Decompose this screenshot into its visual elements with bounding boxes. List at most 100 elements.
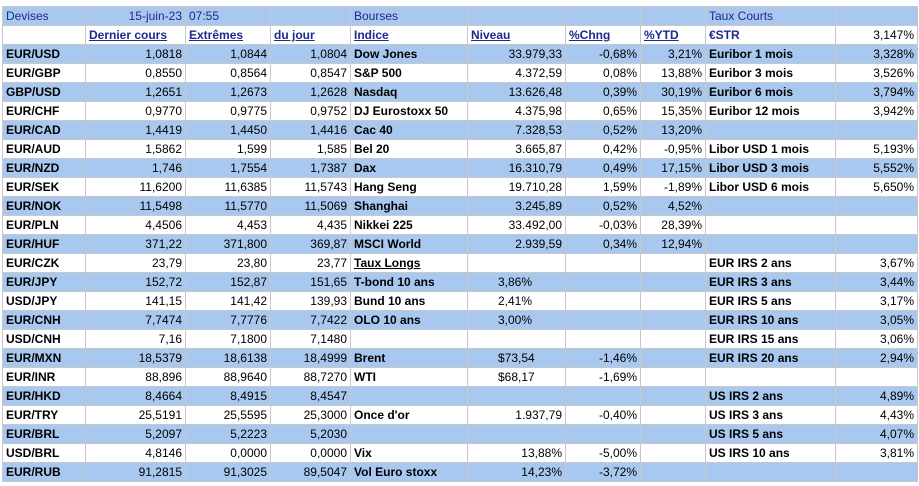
cell: EUR IRS 2 ans [705, 253, 836, 273]
cell [640, 405, 706, 425]
cell: 3,00% [467, 310, 566, 330]
cell: 0,52% [565, 196, 641, 216]
cell: 23,79 [85, 253, 186, 273]
cell: EUR/CAD [2, 120, 86, 140]
cell: Euribor 6 mois [705, 82, 836, 102]
cell: 7,7474 [85, 310, 186, 330]
cell [835, 6, 918, 26]
cell: 4,435 [270, 215, 351, 235]
cell: -1,46% [565, 348, 641, 368]
cell: 3,17% [835, 291, 918, 311]
cell: Bourses [350, 6, 468, 26]
cell: 7.328,53 [467, 120, 566, 140]
cell: 0,08% [565, 63, 641, 83]
cell: Nasdaq [350, 82, 468, 102]
cell: Vix [350, 443, 468, 463]
cell: 91,3025 [185, 462, 271, 482]
cell: 3,86% [467, 272, 566, 292]
cell: 5,2223 [185, 424, 271, 444]
cell: 3,526% [835, 63, 918, 83]
cell: 1,4416 [270, 120, 351, 140]
cell [835, 196, 918, 216]
cell: Libor USD 6 mois [705, 177, 836, 197]
cell: 1,2628 [270, 82, 351, 102]
cell: EUR IRS 3 ans [705, 272, 836, 292]
cell [640, 291, 706, 311]
cell: 5,193% [835, 139, 918, 159]
cell [640, 329, 706, 349]
cell: 5,650% [835, 177, 918, 197]
cell: 13.626,48 [467, 82, 566, 102]
cell: $68,17 [467, 367, 566, 387]
cell: 12,94% [640, 234, 706, 254]
cell: EUR/CHF [2, 101, 86, 121]
cell [565, 386, 641, 406]
cell: 11,5069 [270, 196, 351, 216]
cell: 23,80 [185, 253, 271, 273]
cell: 141,42 [185, 291, 271, 311]
cell: EUR/CZK [2, 253, 86, 273]
cell: %Chng [565, 25, 641, 45]
cell: 1,0804 [270, 44, 351, 64]
cell: 7,7422 [270, 310, 351, 330]
cell: 7,1800 [185, 329, 271, 349]
cell: -0,03% [565, 215, 641, 235]
cell: 369,87 [270, 234, 351, 254]
cell: 0,9752 [270, 101, 351, 121]
cell: 19.710,28 [467, 177, 566, 197]
cell: EUR IRS 5 ans [705, 291, 836, 311]
cell: -0,68% [565, 44, 641, 64]
cell: Extrêmes [185, 25, 271, 45]
cell: Vol Euro stoxx [350, 462, 468, 482]
cell [565, 272, 641, 292]
cell: 23,77 [270, 253, 351, 273]
cell: EUR/RUB [2, 462, 86, 482]
cell: 371,800 [185, 234, 271, 254]
cell: USD/JPY [2, 291, 86, 311]
cell: 1,0844 [185, 44, 271, 64]
cell [565, 310, 641, 330]
cell: 8,4664 [85, 386, 186, 406]
cell: 0,9770 [85, 101, 186, 121]
cell: GBP/USD [2, 82, 86, 102]
cell: MSCI World [350, 234, 468, 254]
cell: 88,9640 [185, 367, 271, 387]
cell: €STR [705, 25, 836, 45]
cell: EUR/HUF [2, 234, 86, 254]
cell: Niveau [467, 25, 566, 45]
cell: -1,69% [565, 367, 641, 387]
cell: 152,72 [85, 272, 186, 292]
cell: 1,7387 [270, 158, 351, 178]
cell: 25,3000 [270, 405, 351, 425]
cell: 4,8146 [85, 443, 186, 463]
cell: DJ Eurostoxx 50 [350, 101, 468, 121]
cell: US IRS 2 ans [705, 386, 836, 406]
cell: Taux Courts [705, 6, 836, 26]
cell: 91,2815 [85, 462, 186, 482]
cell: 2,41% [467, 291, 566, 311]
cell: 89,5047 [270, 462, 351, 482]
cell [565, 6, 641, 26]
data-row: GBP/USD 1,2651 1,2673 1,2628 Nasdaq 13.626,48… [2, 82, 918, 102]
data-row: EUR/USD 1,0818 1,0844 1,0804 Dow Jones 33.979… [2, 44, 918, 64]
cell: 0,49% [565, 158, 641, 178]
cell [565, 253, 641, 273]
cell: -1,89% [640, 177, 706, 197]
cell: EUR/INR [2, 367, 86, 387]
cell [640, 310, 706, 330]
cell: WTI [350, 367, 468, 387]
cell: 7,1480 [270, 329, 351, 349]
cell: 1,7554 [185, 158, 271, 178]
cell: 371,22 [85, 234, 186, 254]
data-row: EUR/NOK 11,5498 11,5770 11,5069 Shanghai 3.24… [2, 196, 918, 216]
cell [467, 386, 566, 406]
cell [640, 386, 706, 406]
cell: Devises [2, 6, 86, 26]
data-row: EUR/GBP 0,8550 0,8564 0,8547 S&P 500 4.372,59… [2, 63, 918, 83]
cell: %YTD [640, 25, 706, 45]
cell: 14,23% [467, 462, 566, 482]
data-row: EUR/PLN 4,4506 4,453 4,435 Nikkei 225 33.492,… [2, 215, 918, 235]
cell: 0,8564 [185, 63, 271, 83]
table-body: Devises 15-juin-23 07:55 Bourses Taux Courts… [2, 6, 918, 482]
